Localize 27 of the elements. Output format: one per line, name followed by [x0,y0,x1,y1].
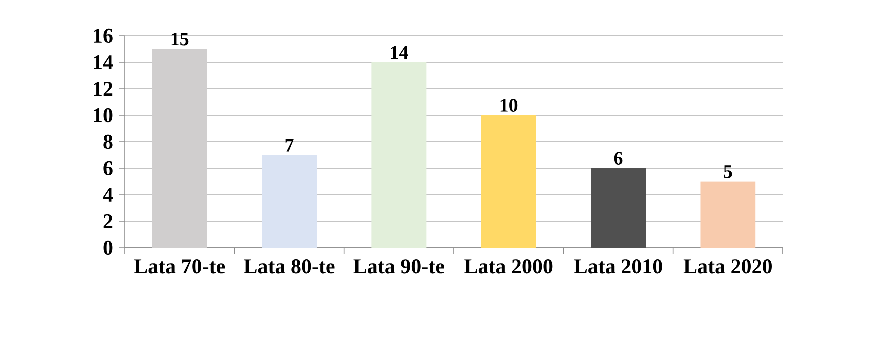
y-tick-label: 14 [94,56,114,70]
y-tick-label: 6 [104,161,113,176]
data-label: 7 [286,139,294,152]
data-label: 14 [391,46,408,59]
y-tick-label: 2 [104,214,113,228]
y-tick-label: 4 [103,188,114,202]
y-tick-label: 12 [94,82,113,96]
bar [372,62,427,248]
data-label: 15 [172,32,189,46]
bar [591,168,646,248]
x-tick-label: Lata 2000 [464,260,553,274]
x-tick-label: Lata 2010 [574,260,662,274]
y-tick-label: 0 [104,240,113,256]
x-tick-label: Lata 90-te [354,260,444,274]
y-tick-label: 10 [94,108,113,123]
bar [262,155,318,248]
data-label: 10 [500,99,518,112]
x-tick-label: Lata 80-te [244,260,335,274]
data-label: 6 [614,152,623,165]
bar [481,115,536,248]
bar [700,182,756,248]
bar [152,49,208,248]
data-label: 5 [724,166,732,178]
x-tick-label: Lata 70-te [134,260,226,274]
y-tick-label: 16 [94,28,113,44]
x-tick-label: Lata 2020 [684,260,772,274]
y-tick-label: 8 [104,134,113,150]
